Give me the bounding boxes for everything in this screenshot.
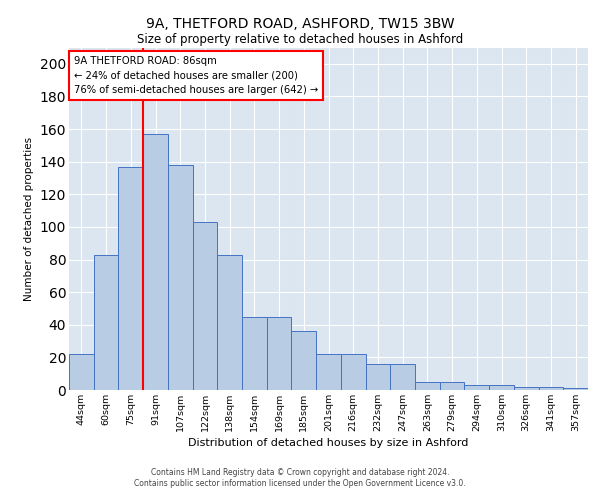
Text: 9A THETFORD ROAD: 86sqm
← 24% of detached houses are smaller (200)
76% of semi-d: 9A THETFORD ROAD: 86sqm ← 24% of detache… <box>74 56 318 96</box>
Bar <box>94 254 118 390</box>
Bar <box>217 254 242 390</box>
Bar <box>464 385 489 390</box>
Text: Contains HM Land Registry data © Crown copyright and database right 2024.
Contai: Contains HM Land Registry data © Crown c… <box>134 468 466 487</box>
Bar <box>415 382 440 390</box>
Bar <box>563 388 588 390</box>
Text: Size of property relative to detached houses in Ashford: Size of property relative to detached ho… <box>137 32 463 46</box>
Bar <box>118 166 143 390</box>
Bar <box>390 364 415 390</box>
Text: 9A, THETFORD ROAD, ASHFORD, TW15 3BW: 9A, THETFORD ROAD, ASHFORD, TW15 3BW <box>146 18 454 32</box>
Bar <box>267 316 292 390</box>
Bar <box>489 385 514 390</box>
Bar <box>316 354 341 390</box>
Bar <box>242 316 267 390</box>
Bar <box>514 386 539 390</box>
Bar <box>143 134 168 390</box>
Bar <box>69 354 94 390</box>
Bar <box>341 354 365 390</box>
Bar <box>539 386 563 390</box>
Bar <box>440 382 464 390</box>
Bar <box>292 332 316 390</box>
Bar <box>193 222 217 390</box>
X-axis label: Distribution of detached houses by size in Ashford: Distribution of detached houses by size … <box>188 438 469 448</box>
Bar <box>365 364 390 390</box>
Y-axis label: Number of detached properties: Number of detached properties <box>24 136 34 301</box>
Bar <box>168 165 193 390</box>
